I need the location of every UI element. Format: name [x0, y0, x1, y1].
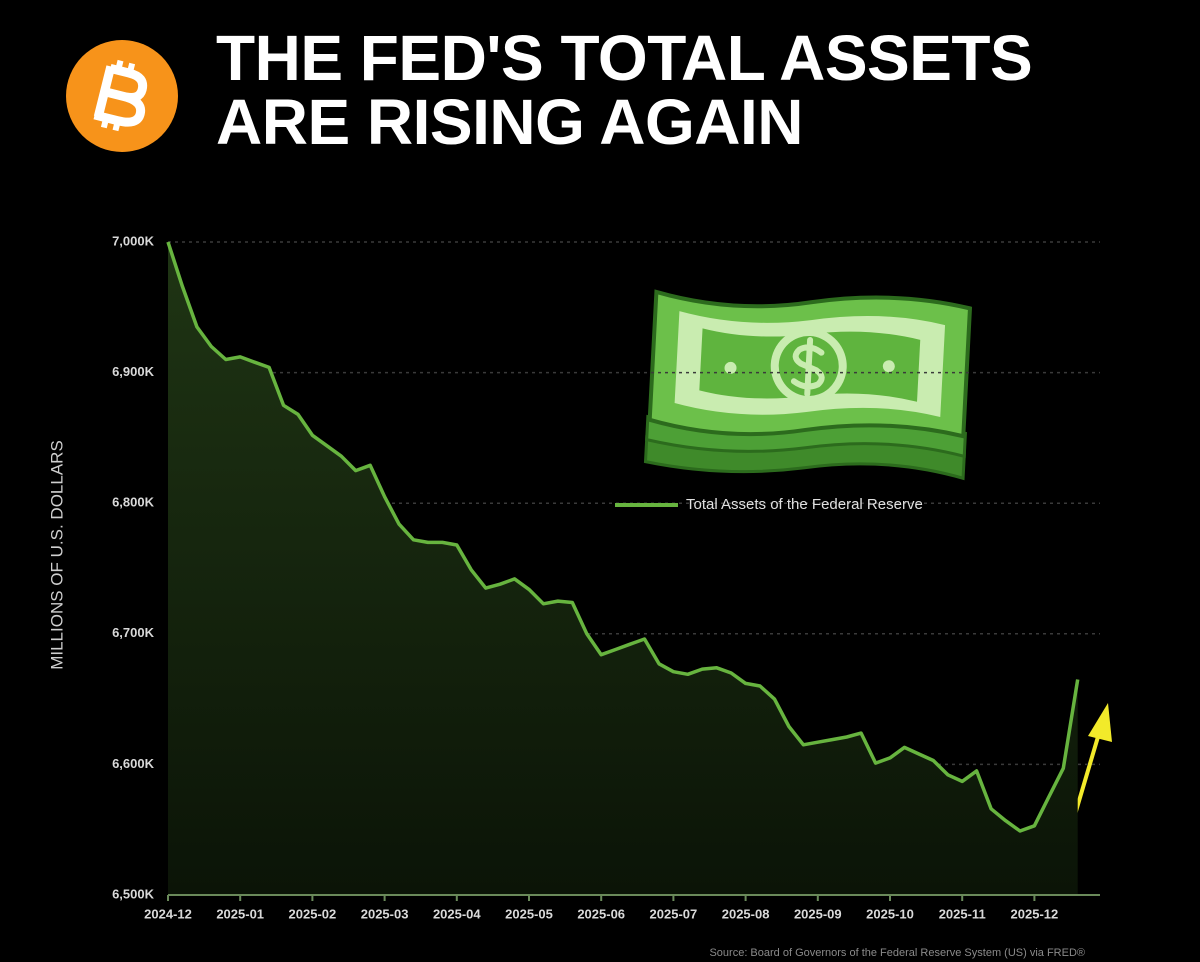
y-tick-label: 6,700K [112, 625, 155, 640]
x-tick-label: 2025-04 [433, 906, 481, 921]
area [168, 242, 1078, 895]
x-tick-label: 2025-07 [650, 906, 698, 921]
x-tick-label: 2025-01 [216, 906, 264, 921]
y-tick-label: 6,800K [112, 495, 155, 510]
chart-title: THE FED'S TOTAL ASSETS ARE RISING AGAIN [216, 22, 1033, 158]
bitcoin-icon [66, 40, 178, 152]
y-tick-label: 6,500K [112, 886, 155, 901]
x-tick-label: 2025-09 [794, 906, 842, 921]
legend-label: Total Assets of the Federal Reserve [686, 496, 923, 513]
money-icon [643, 289, 973, 481]
x-tick-label: 2024-12 [144, 906, 192, 921]
y-tick-label: 6,600K [112, 756, 155, 771]
line [166, 241, 1080, 833]
x-tick-label: 2025-06 [577, 906, 625, 921]
x-tick-label: 2025-11 [939, 906, 986, 921]
x-tick-label: 2025-05 [505, 906, 553, 921]
x-tick-label: 2025-12 [1011, 906, 1059, 921]
x-tick-label: 2025-02 [289, 906, 337, 921]
y-tick-label: 7,000K [112, 233, 155, 248]
x-tick-label: 2025-08 [722, 906, 770, 921]
source: Source: Board of Governors of the Federa… [709, 947, 1085, 959]
x-tick-label: 2025-03 [361, 906, 409, 921]
y-axis-label: MILLIONS OF U.S. DOLLARS [47, 440, 66, 670]
y-tick-label: 6,900K [112, 364, 155, 379]
x-tick-label: 2025-10 [866, 906, 914, 921]
